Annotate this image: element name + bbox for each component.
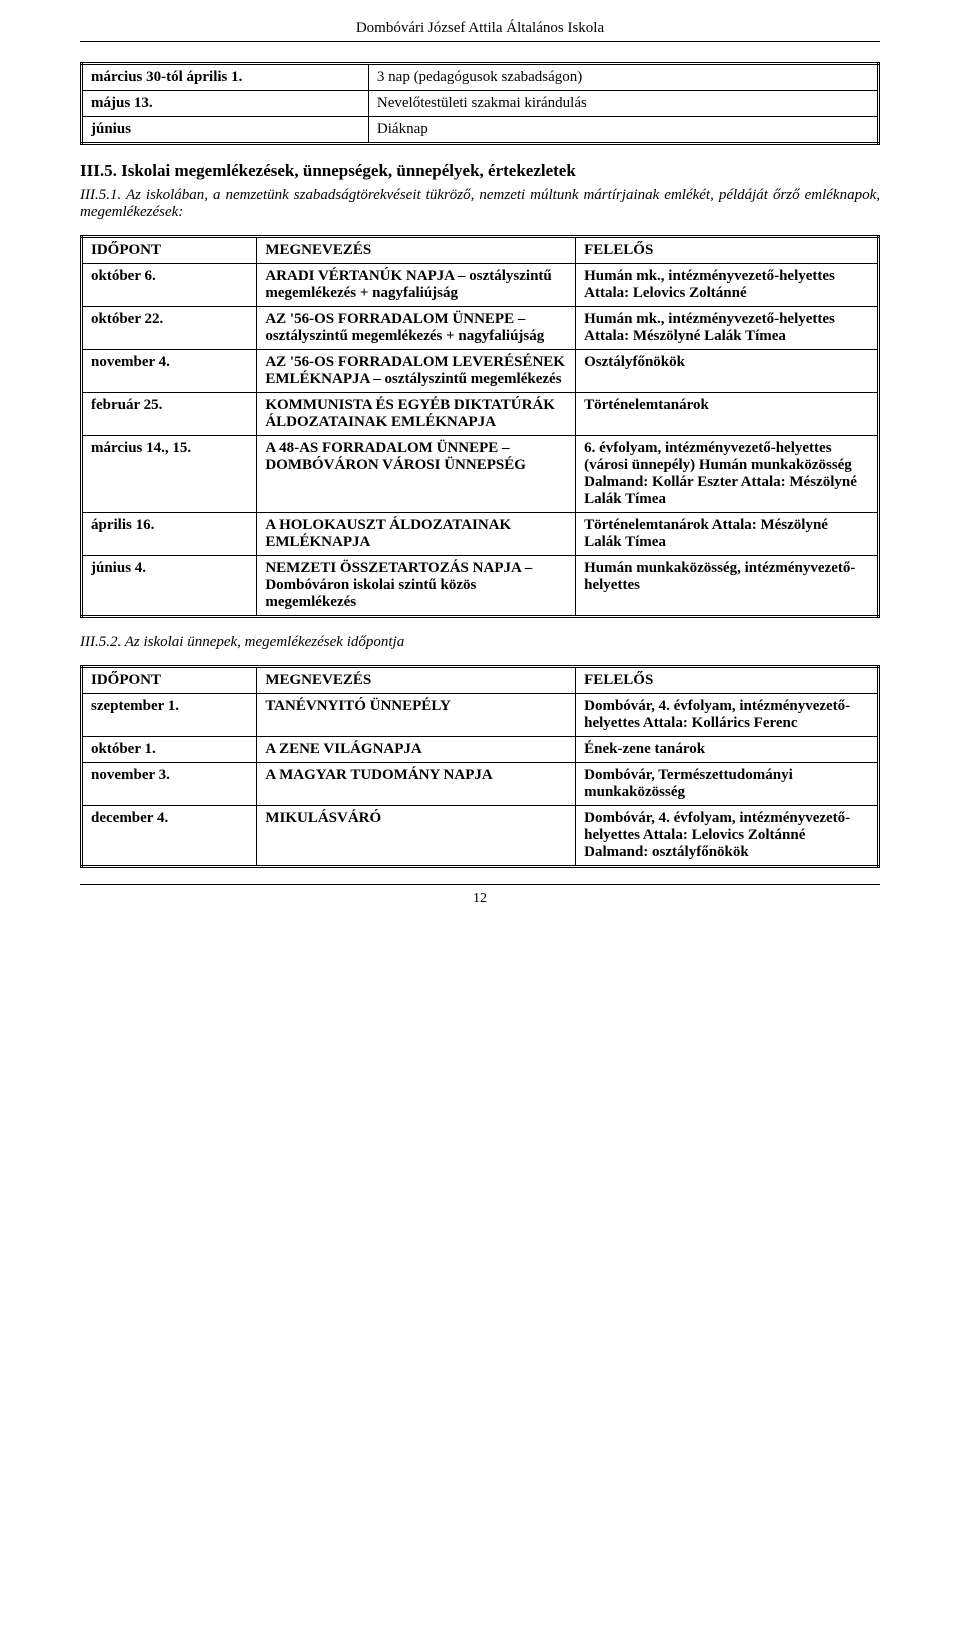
cell-date: június (82, 117, 369, 144)
table-row: október 1. A ZENE VILÁGNAPJA Ének-zene t… (82, 737, 879, 763)
top-small-table: március 30-tól április 1. 3 nap (pedagóg… (80, 62, 880, 145)
school-events-table: IDŐPONT MEGNEVEZÉS FELELŐS szeptember 1.… (80, 665, 880, 868)
table-row: április 16. A HOLOKAUSZT ÁLDOZATAINAK EM… (82, 513, 879, 556)
cell-responsible: Történelemtanárok Attala: Mészölyné Lalá… (576, 513, 879, 556)
table-row: október 22. AZ '56-OS FORRADALOM ÜNNEPE … (82, 307, 879, 350)
table-row: november 3. A MAGYAR TUDOMÁNY NAPJA Domb… (82, 763, 879, 806)
cell-date: március 30-tól április 1. (82, 64, 369, 91)
cell-name: A MAGYAR TUDOMÁNY NAPJA (257, 763, 576, 806)
header-idopont: IDŐPONT (82, 667, 257, 694)
document-header-title: Dombóvári József Attila Általános Iskola (80, 20, 880, 42)
cell-date: október 22. (82, 307, 257, 350)
header-idopont: IDŐPONT (82, 237, 257, 264)
cell-responsible: Ének-zene tanárok (576, 737, 879, 763)
cell-responsible: Humán mk., intézményvezető-helyettes Att… (576, 307, 879, 350)
cell-responsible: Történelemtanárok (576, 393, 879, 436)
table-row: március 14., 15. A 48-AS FORRADALOM ÜNNE… (82, 436, 879, 513)
table-row: november 4. AZ '56-OS FORRADALOM LEVERÉS… (82, 350, 879, 393)
cell-responsible: Dombóvár, Természettudományi munkaközöss… (576, 763, 879, 806)
header-megnevezes: MEGNEVEZÉS (257, 237, 576, 264)
section-sub-iii51: III.5.1. Az iskolában, a nemzetünk szaba… (80, 187, 880, 221)
cell-name: A ZENE VILÁGNAPJA (257, 737, 576, 763)
page-number-footer: 12 (80, 884, 880, 907)
cell-date: március 14., 15. (82, 436, 257, 513)
cell-name: MIKULÁSVÁRÓ (257, 806, 576, 867)
cell-responsible: 6. évfolyam, intézményvezető-helyettes (… (576, 436, 879, 513)
cell-responsible: Humán mk., intézményvezető-helyettes Att… (576, 264, 879, 307)
cell-name: TANÉVNYITÓ ÜNNEPÉLY (257, 694, 576, 737)
cell-date: október 1. (82, 737, 257, 763)
cell-name: NEMZETI ÖSSZETARTOZÁS NAPJA – Dombóváron… (257, 556, 576, 617)
table-row: február 25. KOMMUNISTA ÉS EGYÉB DIKTATÚR… (82, 393, 879, 436)
table-header-row: IDŐPONT MEGNEVEZÉS FELELŐS (82, 667, 879, 694)
table-row: május 13. Nevelőtestületi szakmai kiránd… (82, 91, 879, 117)
header-megnevezes: MEGNEVEZÉS (257, 667, 576, 694)
cell-name: AZ '56-OS FORRADALOM ÜNNEPE – osztályszi… (257, 307, 576, 350)
commemorations-table: IDŐPONT MEGNEVEZÉS FELELŐS október 6. AR… (80, 235, 880, 618)
cell-responsible: Dombóvár, 4. évfolyam, intézményvezető-h… (576, 806, 879, 867)
cell-date: november 3. (82, 763, 257, 806)
table-row: szeptember 1. TANÉVNYITÓ ÜNNEPÉLY Dombóv… (82, 694, 879, 737)
cell-name: KOMMUNISTA ÉS EGYÉB DIKTATÚRÁK ÁLDOZATAI… (257, 393, 576, 436)
cell-date: április 16. (82, 513, 257, 556)
table-row: október 6. ARADI VÉRTANÚK NAPJA – osztál… (82, 264, 879, 307)
section-heading-iii5: III.5. Iskolai megemlékezések, ünnepsége… (80, 161, 880, 181)
table-row: június Diáknap (82, 117, 879, 144)
table-row: június 4. NEMZETI ÖSSZETARTOZÁS NAPJA – … (82, 556, 879, 617)
cell-date: június 4. (82, 556, 257, 617)
table-header-row: IDŐPONT MEGNEVEZÉS FELELŐS (82, 237, 879, 264)
cell-responsible: Osztályfőnökök (576, 350, 879, 393)
cell-event: Diáknap (368, 117, 878, 144)
table-row: március 30-tól április 1. 3 nap (pedagóg… (82, 64, 879, 91)
cell-date: november 4. (82, 350, 257, 393)
cell-date: október 6. (82, 264, 257, 307)
cell-date: február 25. (82, 393, 257, 436)
cell-name: A 48-AS FORRADALOM ÜNNEPE – DOMBÓVÁRON V… (257, 436, 576, 513)
cell-event: 3 nap (pedagógusok szabadságon) (368, 64, 878, 91)
cell-responsible: Dombóvár, 4. évfolyam, intézményvezető-h… (576, 694, 879, 737)
table-row: december 4. MIKULÁSVÁRÓ Dombóvár, 4. évf… (82, 806, 879, 867)
cell-name: AZ '56-OS FORRADALOM LEVERÉSÉNEK EMLÉKNA… (257, 350, 576, 393)
cell-event: Nevelőtestületi szakmai kirándulás (368, 91, 878, 117)
header-felelos: FELELŐS (576, 667, 879, 694)
section-sub-iii52: III.5.2. Az iskolai ünnepek, megemlékezé… (80, 634, 880, 651)
header-felelos: FELELŐS (576, 237, 879, 264)
cell-date: május 13. (82, 91, 369, 117)
cell-responsible: Humán munkaközösség, intézményvezető-hel… (576, 556, 879, 617)
cell-date: szeptember 1. (82, 694, 257, 737)
cell-date: december 4. (82, 806, 257, 867)
cell-name: A HOLOKAUSZT ÁLDOZATAINAK EMLÉKNAPJA (257, 513, 576, 556)
cell-name: ARADI VÉRTANÚK NAPJA – osztályszintű meg… (257, 264, 576, 307)
